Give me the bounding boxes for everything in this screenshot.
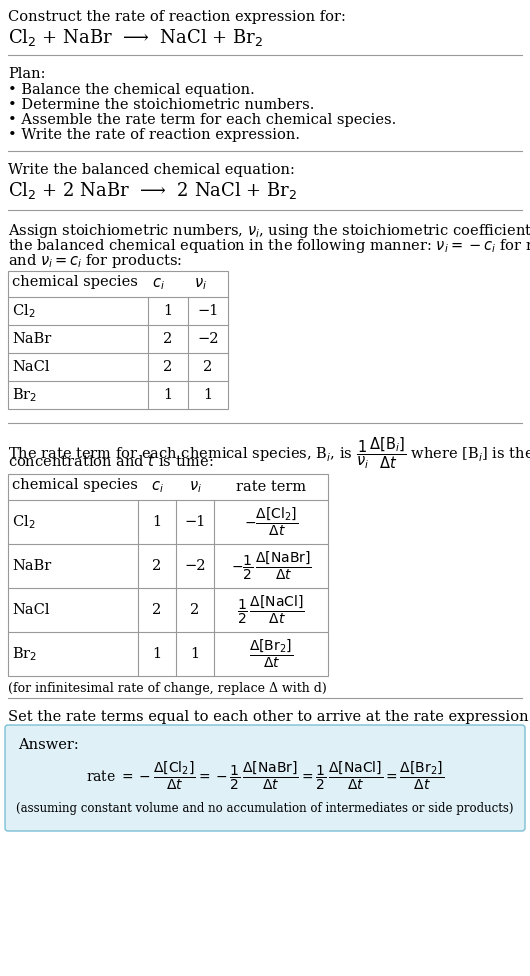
Text: 1: 1 [153,515,162,529]
Text: 1: 1 [163,388,173,402]
Text: 1: 1 [204,388,213,402]
Text: Cl$_2$ + 2 NaBr  ⟶  2 NaCl + Br$_2$: Cl$_2$ + 2 NaBr ⟶ 2 NaCl + Br$_2$ [8,180,297,201]
Text: Cl$_2$: Cl$_2$ [12,513,36,531]
Text: rate term: rate term [236,480,306,494]
Text: NaCl: NaCl [12,360,49,374]
Text: concentration and $t$ is time:: concentration and $t$ is time: [8,453,214,469]
Text: 1: 1 [190,647,200,661]
Text: Answer:: Answer: [18,738,79,752]
Text: 2: 2 [153,603,162,617]
Text: • Write the rate of reaction expression.: • Write the rate of reaction expression. [8,128,300,142]
Text: $-\dfrac{1}{2}\,\dfrac{\Delta[\mathrm{NaBr}]}{\Delta t}$: $-\dfrac{1}{2}\,\dfrac{\Delta[\mathrm{Na… [231,549,312,582]
Bar [8,271,228,409]
Bar [8,474,328,676]
Text: 2: 2 [190,603,200,617]
Text: chemical species: chemical species [12,275,138,289]
Text: • Assemble the rate term for each chemical species.: • Assemble the rate term for each chemic… [8,113,396,127]
Text: Set the rate terms equal to each other to arrive at the rate expression:: Set the rate terms equal to each other t… [8,710,530,724]
Text: Assign stoichiometric numbers, $\nu_i$, using the stoichiometric coefficients, $: Assign stoichiometric numbers, $\nu_i$, … [8,222,530,240]
Text: • Determine the stoichiometric numbers.: • Determine the stoichiometric numbers. [8,98,314,112]
Text: $\nu_i$: $\nu_i$ [193,276,207,292]
Text: $-\dfrac{\Delta[\mathrm{Cl_2}]}{\Delta t}$: $-\dfrac{\Delta[\mathrm{Cl_2}]}{\Delta t… [244,506,298,538]
Text: −1: −1 [184,515,206,529]
Text: Cl$_2$ + NaBr  ⟶  NaCl + Br$_2$: Cl$_2$ + NaBr ⟶ NaCl + Br$_2$ [8,27,263,48]
Text: Construct the rate of reaction expression for:: Construct the rate of reaction expressio… [8,10,346,24]
Text: −2: −2 [184,559,206,573]
Text: $c_i$: $c_i$ [151,479,163,495]
Text: $\dfrac{1}{2}\,\dfrac{\Delta[\mathrm{NaCl}]}{\Delta t}$: $\dfrac{1}{2}\,\dfrac{\Delta[\mathrm{NaC… [237,593,305,627]
FancyBboxPatch shape [5,725,525,831]
Text: chemical species: chemical species [12,478,138,492]
Text: $\nu_i$: $\nu_i$ [189,479,201,495]
Text: Plan:: Plan: [8,67,46,81]
Text: the balanced chemical equation in the following manner: $\nu_i = -c_i$ for react: the balanced chemical equation in the fo… [8,237,530,255]
Text: Br$_2$: Br$_2$ [12,645,37,663]
Text: −1: −1 [197,304,219,318]
Text: The rate term for each chemical species, B$_i$, is $\dfrac{1}{\nu_i}\dfrac{\Delt: The rate term for each chemical species,… [8,435,530,470]
Text: $\dfrac{\Delta[\mathrm{Br_2}]}{\Delta t}$: $\dfrac{\Delta[\mathrm{Br_2}]}{\Delta t}… [249,638,293,671]
Text: rate $= -\dfrac{\Delta[\mathrm{Cl_2}]}{\Delta t} = -\dfrac{1}{2}\,\dfrac{\Delta[: rate $= -\dfrac{\Delta[\mathrm{Cl_2}]}{\… [86,760,444,793]
Text: NaBr: NaBr [12,559,51,573]
Text: −2: −2 [197,332,219,346]
Text: Write the balanced chemical equation:: Write the balanced chemical equation: [8,163,295,177]
Text: 1: 1 [163,304,173,318]
Text: 2: 2 [153,559,162,573]
Text: 2: 2 [163,360,173,374]
Text: $c_i$: $c_i$ [152,276,164,292]
Text: and $\nu_i = c_i$ for products:: and $\nu_i = c_i$ for products: [8,252,182,270]
Text: 2: 2 [163,332,173,346]
Text: 1: 1 [153,647,162,661]
Text: • Balance the chemical equation.: • Balance the chemical equation. [8,83,255,97]
Text: Br$_2$: Br$_2$ [12,386,37,404]
Text: (assuming constant volume and no accumulation of intermediates or side products): (assuming constant volume and no accumul… [16,802,514,815]
Text: NaBr: NaBr [12,332,51,346]
Text: 2: 2 [204,360,213,374]
Text: NaCl: NaCl [12,603,49,617]
Text: (for infinitesimal rate of change, replace Δ with d): (for infinitesimal rate of change, repla… [8,682,327,695]
Text: Cl$_2$: Cl$_2$ [12,303,36,320]
